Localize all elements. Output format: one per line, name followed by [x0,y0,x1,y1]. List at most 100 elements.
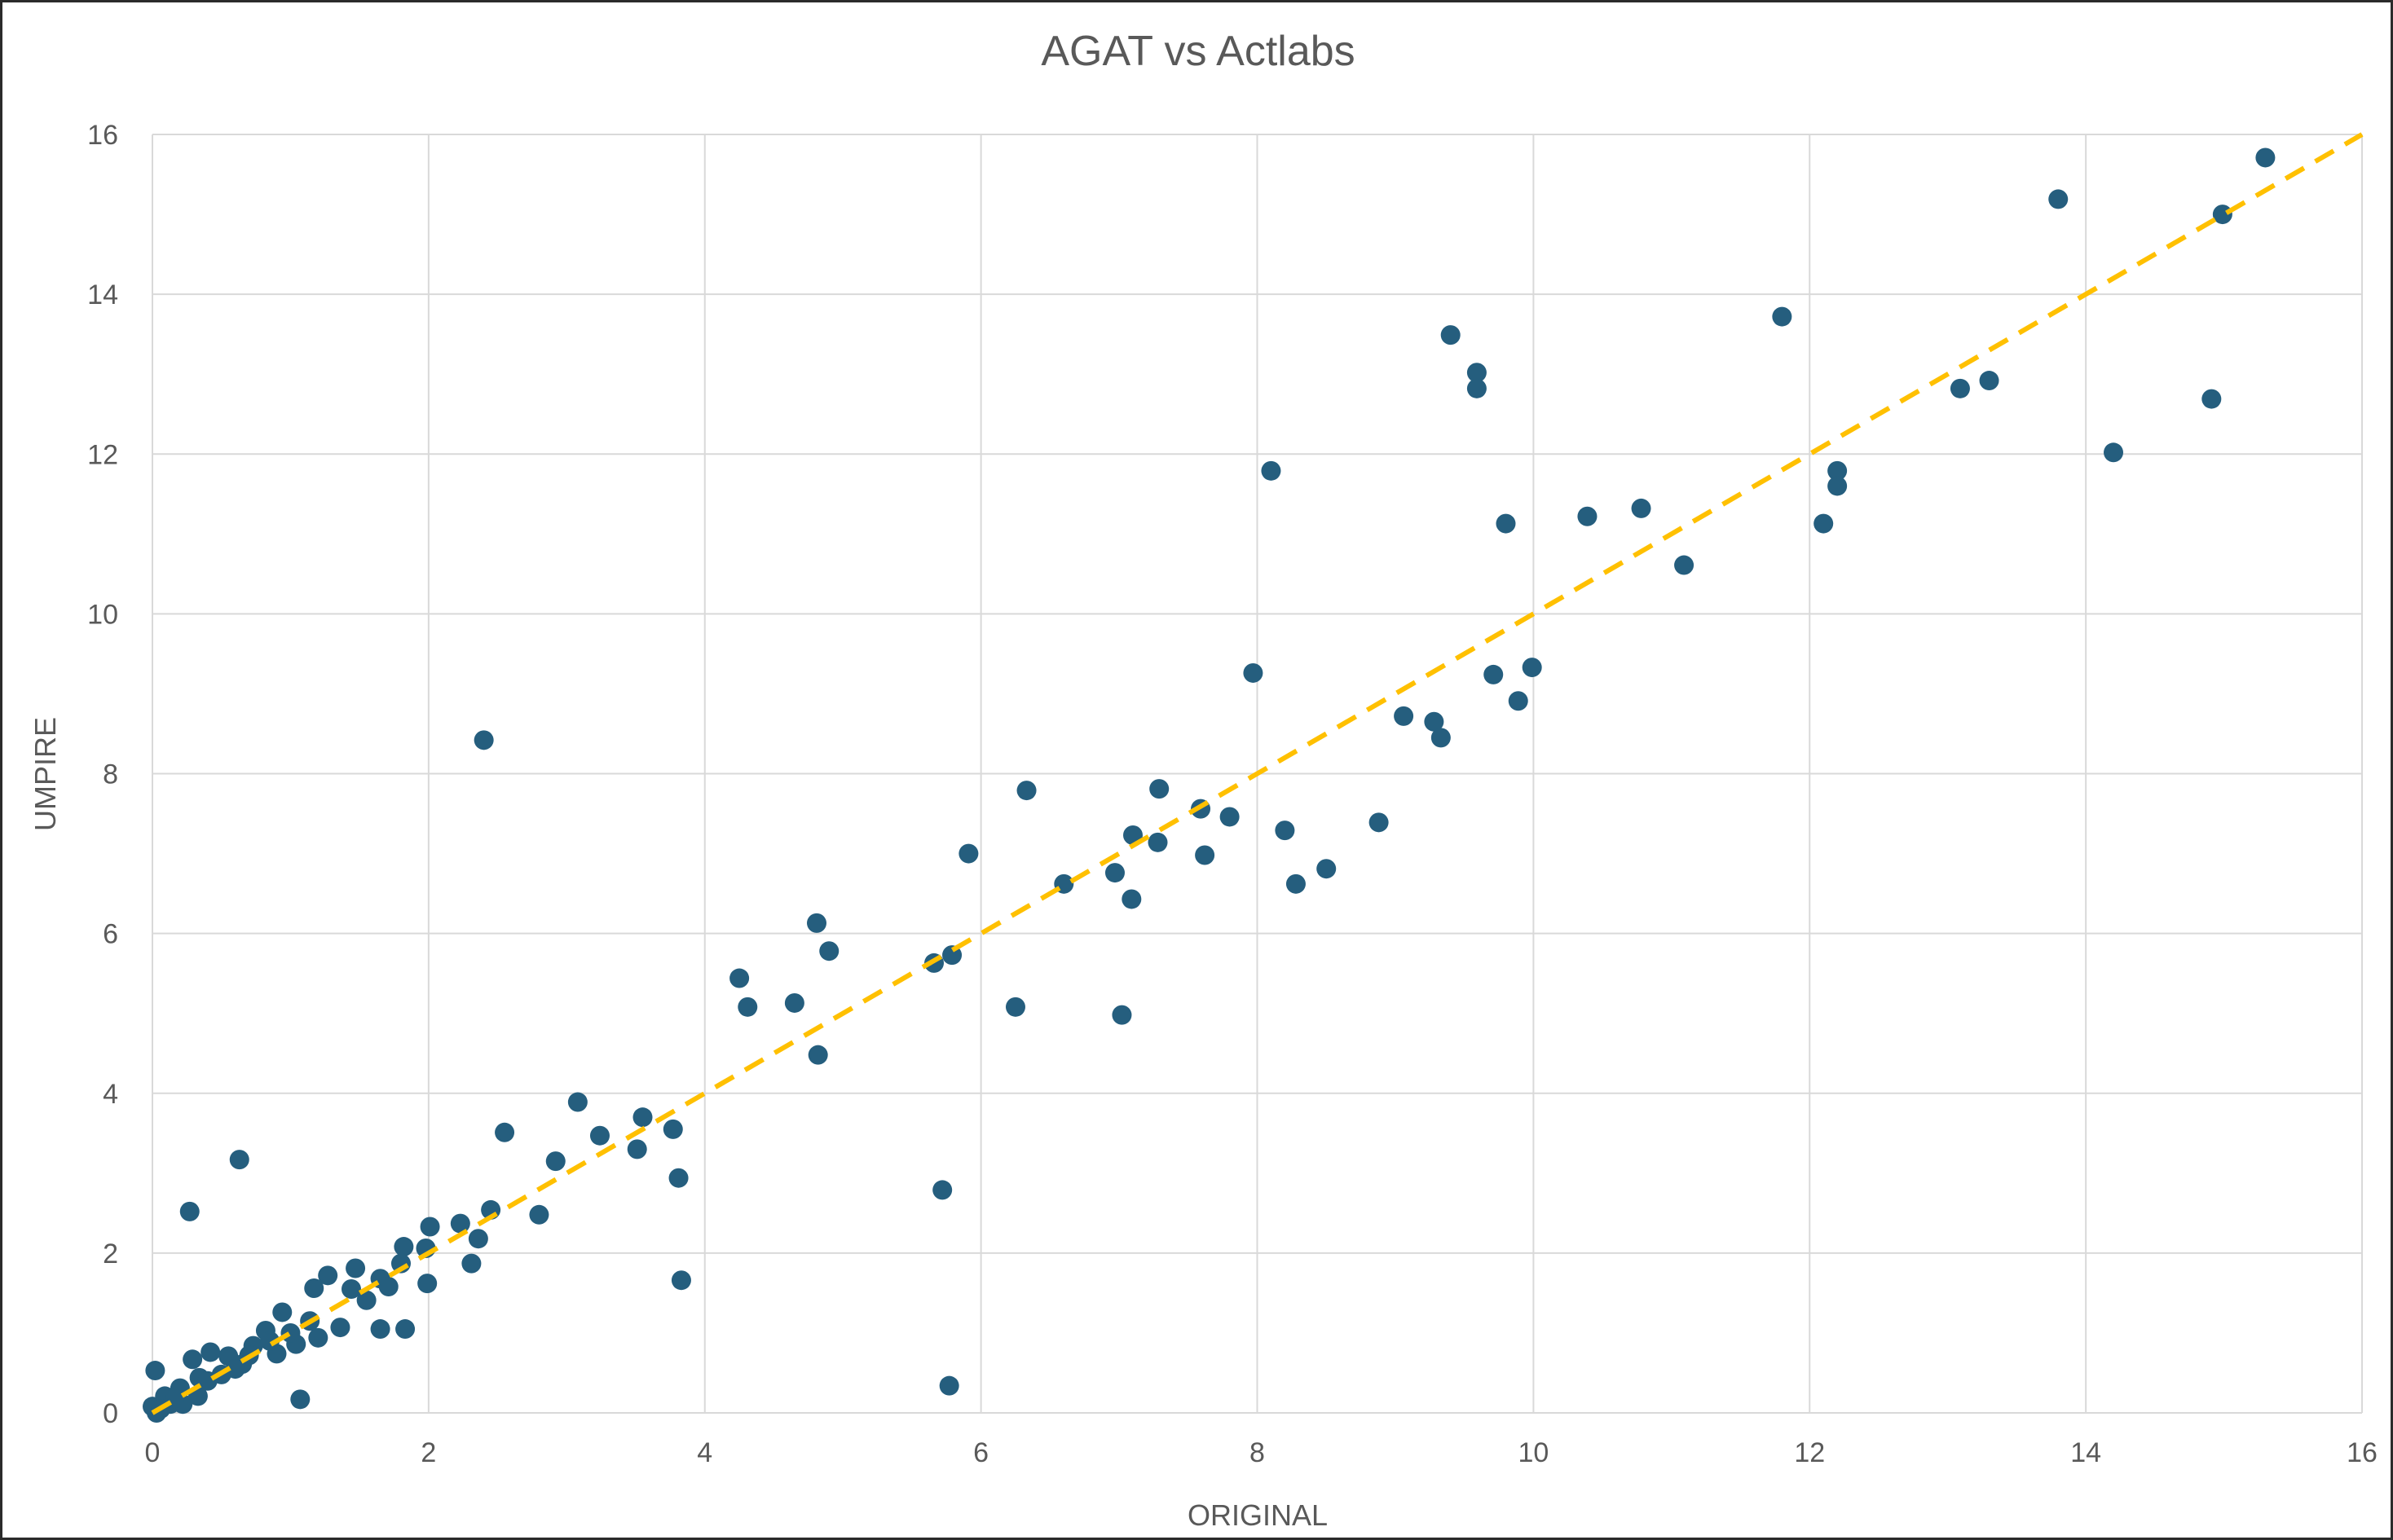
data-point [308,1327,328,1348]
data-point [939,1375,959,1396]
data-point [627,1139,647,1159]
data-point [341,1279,361,1300]
y-tick-label: 0 [103,1398,118,1429]
data-point [1430,728,1451,748]
y-tick-label: 2 [103,1239,118,1269]
data-point [1424,711,1444,732]
data-point [468,1229,488,1249]
data-point [417,1274,438,1294]
data-point [1112,1005,1132,1025]
data-point [545,1151,566,1172]
data-point [145,1361,165,1381]
x-tick-label: 4 [697,1437,712,1468]
data-point [1440,325,1461,345]
data-point [420,1217,440,1237]
x-tick-label: 6 [973,1437,989,1468]
data-point [729,968,750,988]
x-tick-label: 0 [145,1437,161,1468]
data-point [784,992,804,1013]
data-point [450,1213,470,1234]
data-point [2201,389,2222,409]
data-point [1813,513,1834,534]
data-point [1577,506,1598,526]
data-point [1522,658,1542,678]
data-point [1827,460,1848,481]
x-axis-label: ORIGINAL [1188,1498,1328,1532]
data-point [819,941,840,961]
data-point [738,997,758,1017]
data-point [395,1319,416,1340]
data-point [1466,363,1487,383]
data-point [671,1270,691,1291]
data-point [318,1265,338,1286]
data-point [1219,807,1240,827]
data-point [529,1204,549,1225]
trendline [151,132,2364,1415]
data-point [229,1150,249,1170]
data-point [1122,889,1142,909]
data-point [179,1201,200,1221]
data-point [183,1349,203,1370]
data-point [495,1122,515,1142]
data-point [290,1389,311,1410]
data-point [378,1277,399,1297]
x-tick-label: 2 [421,1437,436,1468]
data-point [2212,205,2232,225]
data-point [1316,859,1337,879]
data-point [1496,513,1516,534]
x-tick-label: 16 [2347,1437,2378,1468]
y-tick-label: 4 [103,1079,118,1110]
data-point [201,1342,221,1362]
data-point [1261,460,1281,481]
data-point [356,1290,377,1310]
data-point [2104,442,2124,463]
data-point [225,1359,245,1379]
data-point [272,1302,293,1322]
data-point [346,1258,366,1278]
data-point [1149,779,1170,799]
x-tick-label: 14 [2070,1437,2101,1468]
data-point [394,1237,414,1257]
data-point [2048,189,2069,209]
data-points [143,147,2276,1423]
data-point [589,1125,610,1146]
data-point [1195,845,1215,865]
data-point [1394,706,1414,726]
data-point [1772,306,1792,327]
data-point [1466,378,1487,398]
data-point [1005,997,1025,1017]
data-point [1827,476,1848,496]
data-point [1285,873,1306,894]
data-point [1950,378,1970,398]
y-axis-label: UMPIRE [29,717,62,831]
data-point [370,1319,390,1340]
data-point [330,1318,350,1338]
y-tick-label: 8 [103,759,118,790]
data-point [808,1045,828,1065]
y-tick-label: 10 [87,599,118,630]
data-point [474,730,494,750]
data-point [959,843,979,864]
data-point [1674,555,1694,575]
data-point [932,1180,953,1200]
data-point [668,1168,689,1188]
tick-labels: 0 2 4 6 8 10 12 14 16 0 2 4 6 8 10 12 14 16 [87,120,2378,1468]
data-point [1508,691,1528,711]
x-tick-label: 8 [1249,1437,1265,1468]
chart-title: AGAT vs Actlabs [1041,28,1355,75]
data-point [260,1331,280,1351]
data-point [1104,863,1125,883]
x-tick-label: 12 [1794,1437,1825,1468]
data-point [1148,832,1168,852]
data-point [567,1092,588,1112]
data-point [2255,147,2276,168]
data-point [632,1107,653,1128]
y-tick-label: 6 [103,919,118,950]
y-tick-label: 14 [87,279,118,310]
x-tick-label: 10 [1518,1437,1549,1468]
data-point [280,1322,301,1343]
data-point [1016,781,1037,801]
data-point [304,1278,324,1299]
data-point [1631,498,1651,518]
